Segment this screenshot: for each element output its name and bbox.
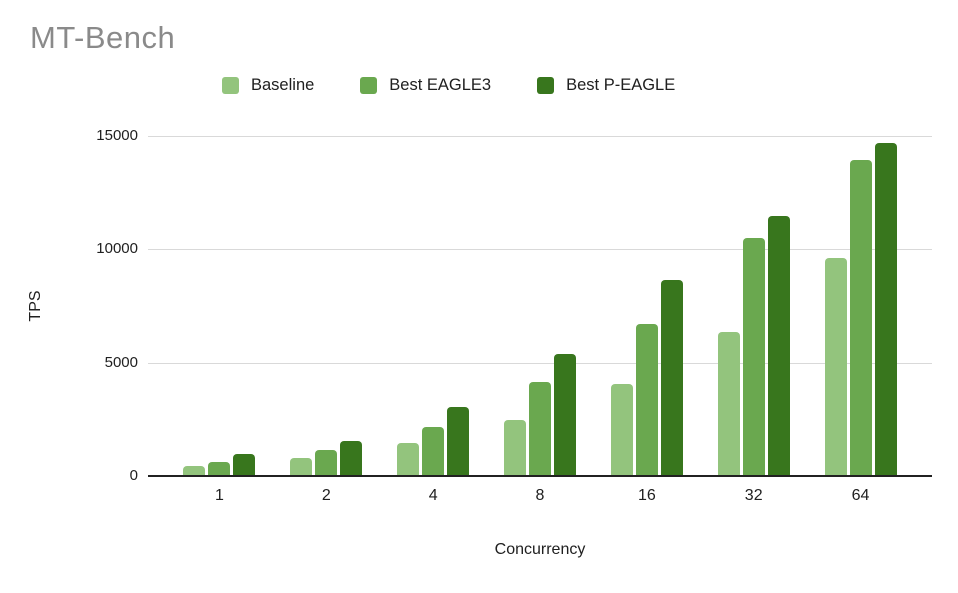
x-tick-label: 16 (637, 487, 656, 504)
legend-swatch-icon (222, 77, 239, 94)
legend-label: Best EAGLE3 (389, 76, 492, 94)
legend-item-best-p-eagle: Best P-EAGLE (537, 76, 675, 95)
bar-best-eagle3-concurrency-8 (529, 381, 551, 476)
bar-best-p-eagle-concurrency-1 (233, 453, 256, 476)
y-tick-label: 5000 (104, 353, 138, 371)
x-tick-label: 1 (214, 487, 224, 504)
x-tick-label: 32 (744, 487, 763, 504)
legend-label: Best P-EAGLE (566, 76, 676, 94)
x-axis-line (148, 475, 932, 477)
legend-swatch-icon (360, 77, 378, 94)
gridline (148, 249, 932, 250)
bar-best-p-eagle-concurrency-8 (554, 353, 576, 476)
y-tick-label: 0 (129, 467, 138, 484)
legend-item-baseline: Baseline (222, 76, 314, 95)
bar-best-eagle3-concurrency-32 (742, 238, 765, 476)
bar-best-p-eagle-concurrency-2 (340, 440, 363, 476)
bar-baseline-concurrency-64 (824, 258, 847, 476)
y-tick-label: 15000 (96, 127, 138, 144)
gridline (148, 363, 932, 364)
legend-label: Baseline (251, 76, 315, 94)
bar-best-p-eagle-concurrency-64 (874, 142, 897, 476)
bar-baseline-concurrency-32 (717, 332, 740, 476)
chart-title: MT-Bench (30, 20, 176, 55)
bar-best-p-eagle-concurrency-4 (447, 407, 470, 476)
bar-best-eagle3-concurrency-4 (422, 427, 445, 476)
bar-baseline-concurrency-4 (397, 443, 420, 476)
bar-best-p-eagle-concurrency-32 (767, 216, 790, 476)
bar-best-eagle3-concurrency-1 (208, 462, 231, 476)
x-tick-label: 2 (321, 487, 331, 504)
legend-item-best-eagle3: Best EAGLE3 (360, 76, 491, 95)
bar-best-eagle3-concurrency-64 (849, 159, 872, 476)
bar-baseline-concurrency-2 (290, 458, 313, 476)
gridline (148, 136, 932, 137)
x-axis-title: Concurrency (494, 541, 586, 558)
x-tick-label: 8 (535, 487, 545, 504)
bar-best-eagle3-concurrency-2 (315, 449, 338, 476)
bar-baseline-concurrency-1 (183, 465, 206, 476)
legend: Baseline Best EAGLE3 Best P-EAGLE (222, 76, 675, 95)
bar-best-p-eagle-concurrency-16 (660, 279, 683, 476)
bar-baseline-concurrency-16 (610, 384, 633, 476)
bar-best-eagle3-concurrency-16 (635, 324, 658, 476)
x-tick-label: 64 (851, 487, 870, 504)
bar-baseline-concurrency-8 (504, 420, 526, 476)
y-axis-title: TPS (27, 290, 44, 322)
y-tick-label: 10000 (96, 240, 138, 258)
x-tick-label: 4 (428, 487, 438, 504)
legend-swatch-icon (537, 77, 555, 94)
